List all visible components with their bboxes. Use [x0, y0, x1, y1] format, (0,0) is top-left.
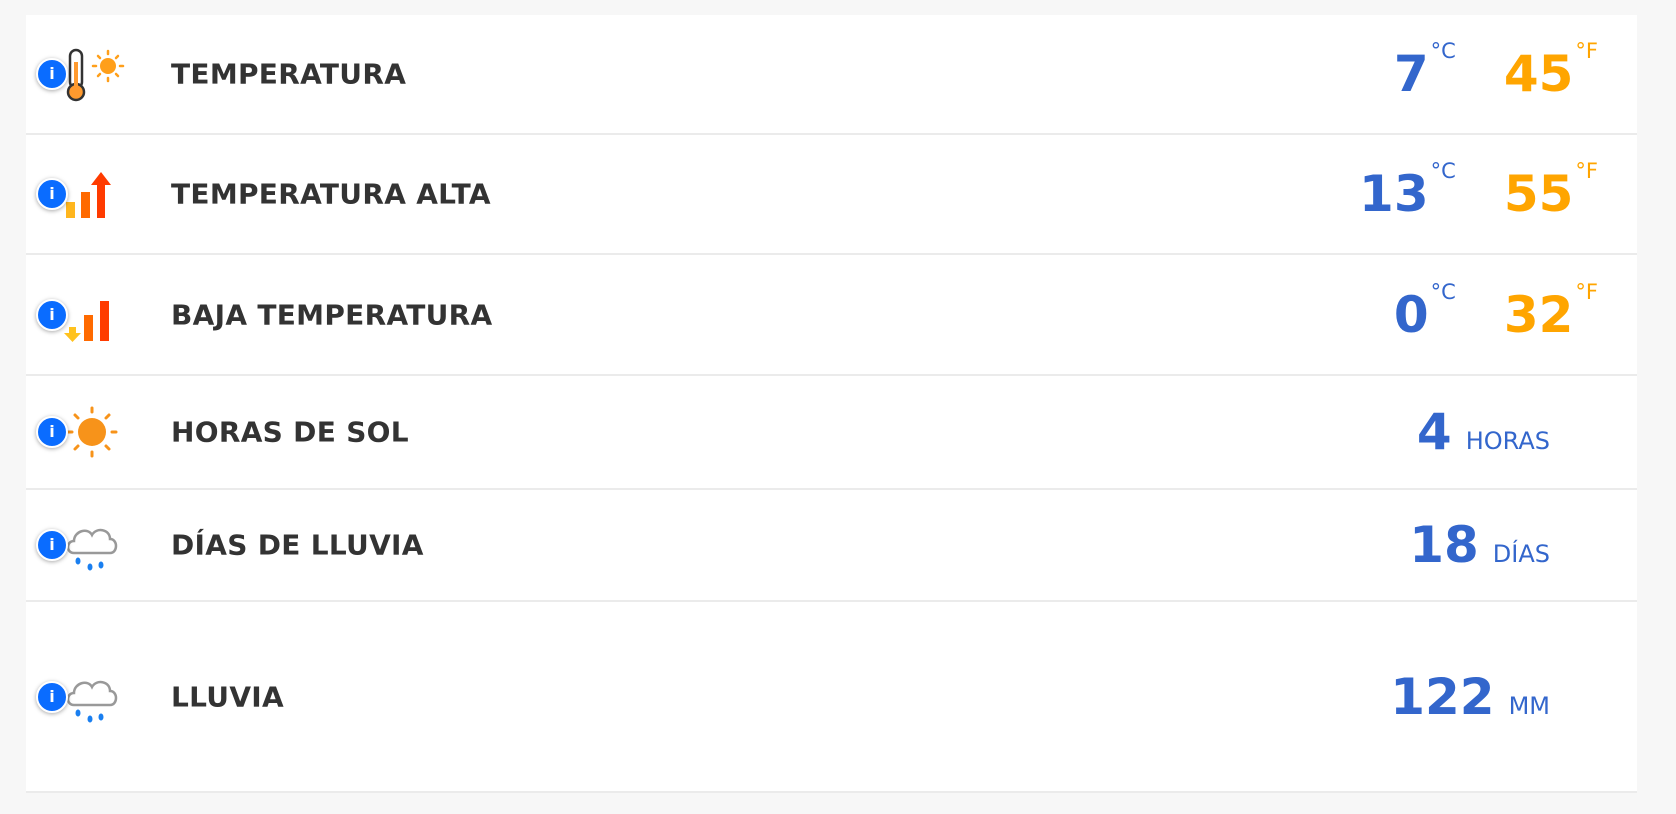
- info-icon[interactable]: i: [36, 529, 68, 561]
- fahrenheit-value: 32 °F: [1503, 279, 1598, 344]
- rainfall-value: 122 MM: [1390, 667, 1550, 726]
- info-icon[interactable]: i: [36, 416, 68, 448]
- info-icon[interactable]: i: [36, 680, 68, 713]
- sun-icon: [66, 406, 118, 458]
- info-icon[interactable]: i: [36, 58, 68, 90]
- row-temperature: i TEMPERATURA 7 °C 45 °F: [26, 15, 1637, 135]
- celsius-value: 13 °C: [1359, 159, 1456, 223]
- info-icon[interactable]: i: [36, 178, 68, 210]
- celsius-value: 0 °C: [1393, 279, 1456, 344]
- row-label: BAJA TEMPERATURA: [171, 298, 493, 331]
- row-rain-days: i DÍAS DE LLUVIA 18 DÍAS: [26, 490, 1637, 602]
- temperature-low-icon: [64, 300, 109, 342]
- row-sun-hours: i HORAS DE SOL 4 HORAS: [26, 376, 1637, 490]
- row-high-temperature: i TEMPERATURA ALTA 13 °C 55 °F: [26, 135, 1637, 255]
- info-icon[interactable]: i: [36, 298, 68, 331]
- sun-hours-value: 4 HORAS: [1416, 403, 1550, 461]
- celsius-value: 7 °C: [1393, 39, 1456, 103]
- row-label: HORAS DE SOL: [171, 415, 409, 449]
- rain-cloud-icon: [66, 528, 118, 571]
- fahrenheit-value: 55 °F: [1503, 159, 1598, 223]
- row-label: TEMPERATURA: [171, 57, 407, 91]
- row-label: LLUVIA: [171, 680, 284, 713]
- climate-table: i TEMPERATURA 7 °C 45 °F i: [26, 15, 1637, 793]
- row-label: DÍAS DE LLUVIA: [171, 528, 424, 562]
- rain-cloud-icon: [66, 680, 118, 722]
- rain-days-value: 18 DÍAS: [1409, 516, 1550, 574]
- temperature-high-icon: [66, 172, 111, 218]
- row-label: TEMPERATURA ALTA: [171, 177, 491, 211]
- row-rainfall: i LLUVIA 122 MM: [26, 602, 1637, 793]
- thermometer-sun-icon: [66, 48, 125, 102]
- fahrenheit-value: 45 °F: [1503, 39, 1598, 103]
- row-low-temperature: i BAJA TEMPERATURA 0 °C 32 °F: [26, 255, 1637, 376]
